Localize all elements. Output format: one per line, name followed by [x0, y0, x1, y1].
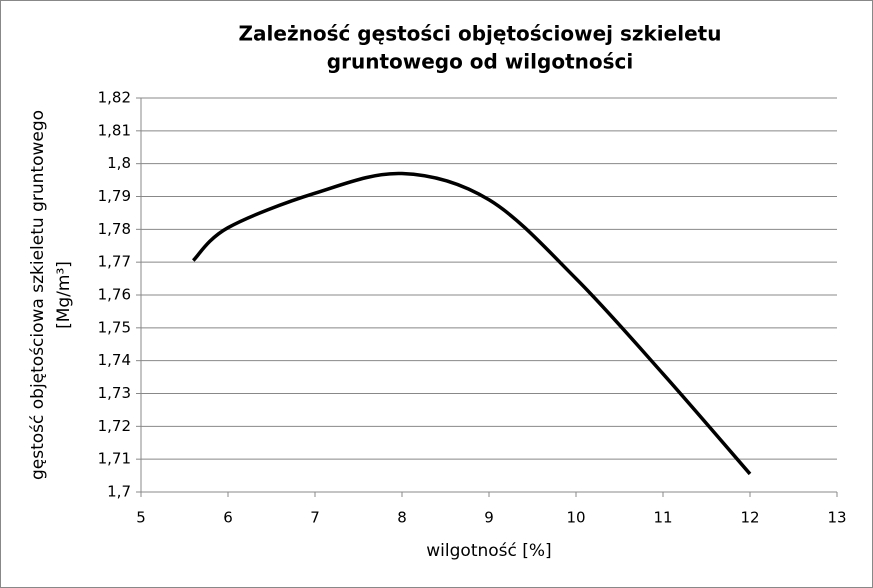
x-tick-label: 6: [223, 509, 233, 527]
y-tick-label: 1,82: [98, 89, 131, 107]
x-tick-label: 10: [566, 509, 585, 527]
y-tick-label: 1,72: [98, 417, 131, 435]
y-axis-title: [Mg/m³]: [54, 261, 74, 329]
y-tick-label: 1,81: [98, 121, 131, 139]
x-axis-title: wilgotność [%]: [426, 541, 551, 561]
x-tick-label: 12: [740, 509, 759, 527]
y-tick-label: 1,78: [98, 220, 131, 238]
x-tick-label: 9: [484, 509, 494, 527]
y-tick-label: 1,75: [98, 318, 131, 336]
chart-title: Zależność gęstości objętościowej szkiele…: [239, 22, 722, 46]
x-tick-label: 7: [310, 509, 320, 527]
y-tick-label: 1,7: [107, 483, 131, 501]
x-tick-label: 5: [136, 509, 146, 527]
x-tick-label: 11: [653, 509, 672, 527]
y-tick-label: 1,71: [98, 450, 131, 468]
y-tick-label: 1,8: [107, 154, 131, 172]
y-tick-label: 1,76: [98, 286, 131, 304]
y-tick-label: 1,73: [98, 384, 131, 402]
y-tick-label: 1,77: [98, 253, 131, 271]
x-tick-label: 13: [827, 509, 846, 527]
y-axis-title: gęstość objętościowa szkieletu gruntoweg…: [28, 110, 48, 480]
data-line: [191, 171, 752, 476]
x-tick-label: 8: [397, 509, 407, 527]
y-tick-label: 1,79: [98, 187, 131, 205]
y-tick-label: 1,74: [98, 351, 131, 369]
chart-title: gruntowego od wilgotności: [327, 50, 633, 74]
